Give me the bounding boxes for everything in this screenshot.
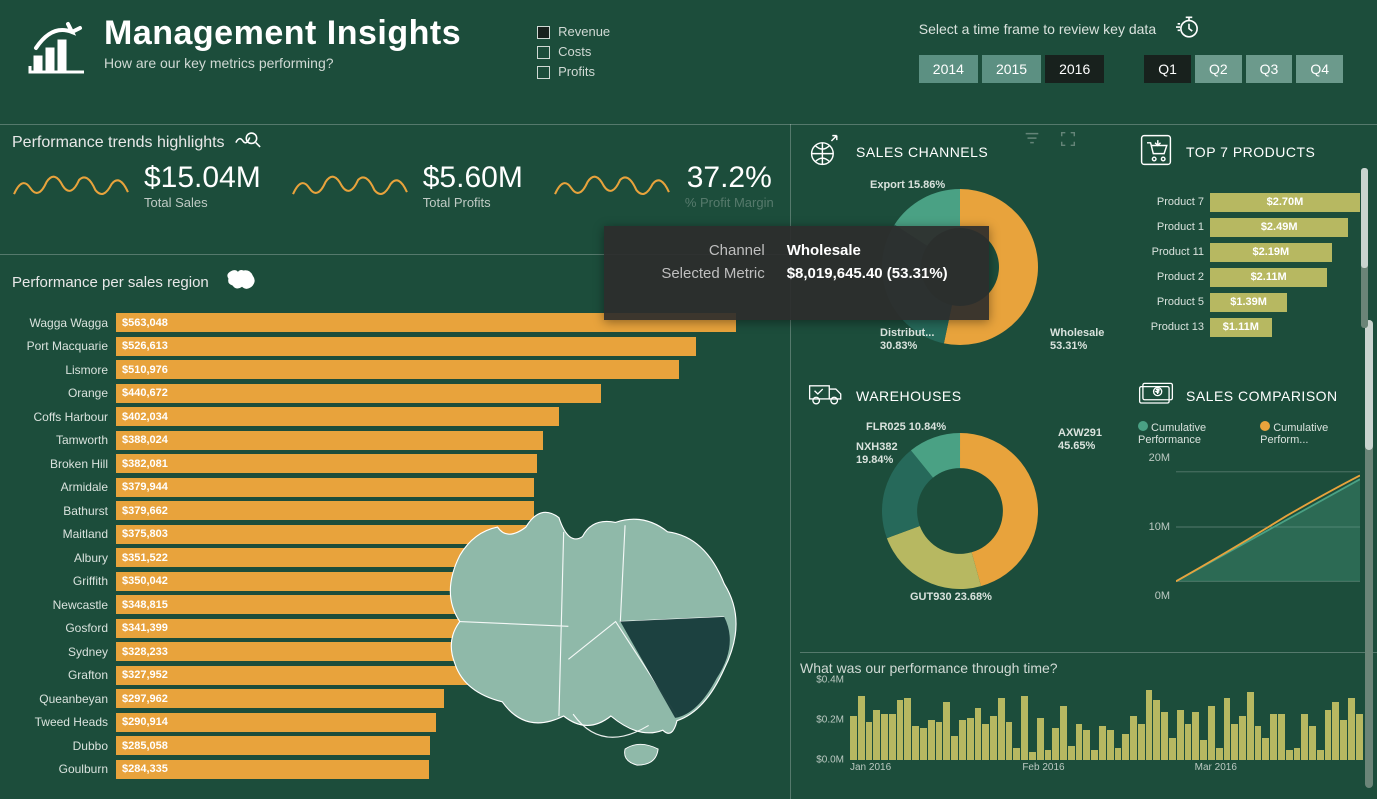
region-bar-row[interactable]: Coffs Harbour $402,034 bbox=[12, 406, 782, 427]
region-bar-row[interactable]: Port Macquarie $526,613 bbox=[12, 336, 782, 357]
region-performance-panel: Performance per sales region Wagga Wagga… bbox=[12, 266, 782, 786]
top-products-title: TOP 7 PRODUCTS bbox=[1186, 144, 1315, 160]
region-bar-row[interactable]: Orange $440,672 bbox=[12, 383, 782, 404]
performance-trends-panel: Performance trends highlights $15.04MTot… bbox=[12, 130, 782, 210]
australia-map[interactable] bbox=[422, 476, 762, 786]
hover-tooltip: ChannelWholesaleSelected Metric$8,019,64… bbox=[604, 226, 989, 320]
kpi-card: $5.60MTotal Profits bbox=[291, 161, 523, 210]
legend-item[interactable]: Costs bbox=[537, 42, 610, 62]
quarter-button[interactable]: Q3 bbox=[1246, 55, 1293, 83]
truck-icon bbox=[808, 376, 844, 415]
quarter-button[interactable]: Q2 bbox=[1195, 55, 1242, 83]
kpi-card: 37.2%% Profit Margin bbox=[553, 161, 774, 210]
timeline-title: What was our performance through time? bbox=[800, 660, 1367, 676]
product-bar-row[interactable]: Product 11$2.19M bbox=[1138, 241, 1360, 263]
australia-icon bbox=[223, 266, 257, 298]
warehouses-title: WAREHOUSES bbox=[856, 388, 962, 404]
year-button[interactable]: 2016 bbox=[1045, 55, 1104, 83]
growth-chart-icon bbox=[24, 14, 88, 81]
metric-legend: RevenueCostsProfits bbox=[537, 22, 610, 82]
time-prompt-label: Select a time frame to review key data bbox=[919, 21, 1156, 37]
sales-comparison-title: SALES COMPARISON bbox=[1186, 388, 1338, 404]
timeline-panel: What was our performance through time? $… bbox=[800, 660, 1367, 790]
region-bar-row[interactable]: Tamworth $388,024 bbox=[12, 430, 782, 451]
donut-slice-label: AXW291 45.65% bbox=[1058, 427, 1102, 453]
product-bar-row[interactable]: Product 2$2.11M bbox=[1138, 266, 1360, 288]
globe-export-icon bbox=[808, 132, 844, 171]
region-title: Performance per sales region bbox=[12, 274, 209, 291]
legend-item[interactable]: Revenue bbox=[537, 22, 610, 42]
sales-comparison-chart[interactable]: 20M 10M 0M bbox=[1138, 452, 1360, 602]
warehouses-panel: WAREHOUSES FLR025 10.84%NXH382 19.84%AXW… bbox=[800, 372, 1120, 602]
sales-comparison-panel: SALES COMPARISON Cumulative Performance … bbox=[1130, 372, 1368, 602]
region-bar-row[interactable]: Lismore $510,976 bbox=[12, 359, 782, 380]
product-bar-row[interactable]: Product 13$1.11M bbox=[1138, 316, 1360, 338]
timeline-y-axis: $0.4M$0.2M$0.0M bbox=[800, 680, 846, 760]
kpi-card: $15.04MTotal Sales bbox=[12, 161, 261, 210]
warehouses-donut[interactable]: FLR025 10.84%NXH382 19.84%AXW291 45.65%G… bbox=[870, 421, 1050, 601]
region-bar-row[interactable]: Broken Hill $382,081 bbox=[12, 453, 782, 474]
product-bar-row[interactable]: Product 1$2.49M bbox=[1138, 216, 1360, 238]
stopwatch-icon bbox=[1176, 14, 1202, 43]
sales-channels-title: SALES CHANNELS bbox=[856, 144, 988, 160]
year-button[interactable]: 2015 bbox=[982, 55, 1041, 83]
top-products-panel: TOP 7 PRODUCTS Product 7$2.70M Product 1$… bbox=[1130, 128, 1368, 368]
money-icon bbox=[1138, 376, 1174, 415]
donut-slice-label: Distribut... 30.83% bbox=[880, 327, 934, 353]
trends-title: Performance trends highlights bbox=[12, 134, 225, 152]
donut-slice-label: FLR025 10.84% bbox=[866, 421, 946, 434]
donut-slice-label: Export 15.86% bbox=[870, 179, 945, 192]
comparison-legend: Cumulative Performance Cumulative Perfor… bbox=[1138, 421, 1360, 446]
dashboard-header: Management Insights How are our key metr… bbox=[0, 0, 1377, 87]
timeline-bars[interactable] bbox=[850, 680, 1363, 760]
horizontal-divider bbox=[0, 124, 1377, 125]
page-subtitle: How are our key metrics performing? bbox=[104, 55, 461, 71]
donut-slice-label: Wholesale 53.31% bbox=[1050, 327, 1104, 353]
legend-item[interactable]: Profits bbox=[537, 62, 610, 82]
year-button[interactable]: 2014 bbox=[919, 55, 978, 83]
horizontal-divider bbox=[800, 652, 1377, 653]
timeline-x-axis: Jan 2016Feb 2016Mar 2016 bbox=[850, 762, 1367, 774]
product-bar-row[interactable]: Product 5$1.39M bbox=[1138, 291, 1360, 313]
donut-slice-label: GUT930 23.68% bbox=[910, 591, 992, 604]
products-scrollbar[interactable] bbox=[1361, 168, 1368, 328]
product-bar-row[interactable]: Product 7$2.70M bbox=[1138, 191, 1360, 213]
donut-slice-label: NXH382 19.84% bbox=[856, 441, 898, 467]
page-title: Management Insights bbox=[104, 14, 461, 53]
quarter-button[interactable]: Q1 bbox=[1144, 55, 1191, 83]
insights-search-icon bbox=[235, 130, 261, 155]
quarter-button[interactable]: Q4 bbox=[1296, 55, 1343, 83]
cart-icon bbox=[1138, 132, 1174, 171]
